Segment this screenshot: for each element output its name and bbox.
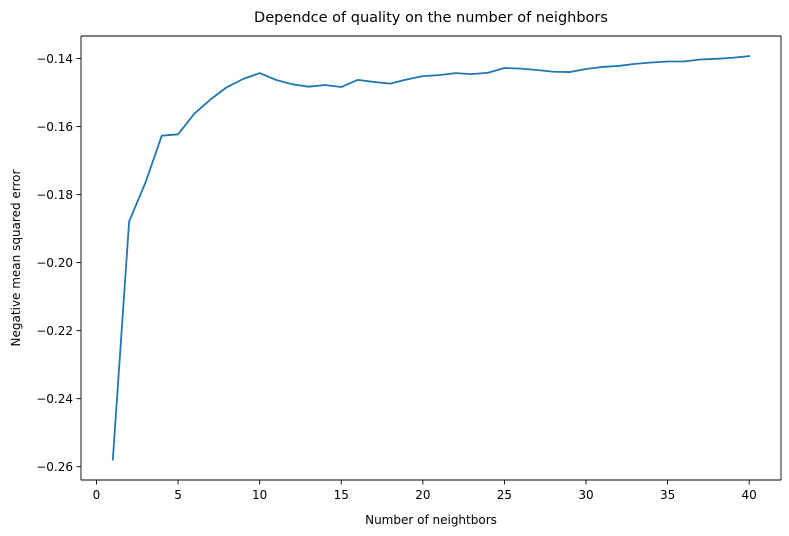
- y-tick-label: −0.18: [36, 188, 73, 202]
- y-tick-label: −0.22: [36, 324, 73, 338]
- y-tick-label: −0.24: [36, 392, 73, 406]
- y-axis-label: Negative mean squared error: [9, 170, 23, 347]
- x-tick-label: 5: [174, 488, 182, 502]
- y-tick-label: −0.14: [36, 52, 73, 66]
- x-tick-label: 0: [93, 488, 101, 502]
- x-tick-label: 30: [578, 488, 593, 502]
- x-tick-label: 10: [252, 488, 267, 502]
- x-tick-label: 35: [660, 488, 675, 502]
- x-axis-ticks: 0 5 10 15 20 25 30 35 40: [93, 480, 757, 502]
- y-tick-label: −0.20: [36, 256, 73, 270]
- series-layer: [111, 55, 751, 461]
- x-tick-label: 20: [415, 488, 430, 502]
- axes-frame: [80, 35, 782, 481]
- y-axis-ticks: −0.26 −0.24 −0.22 −0.20 −0.18 −0.16 −0.14: [36, 52, 81, 474]
- x-tick-label: 25: [497, 488, 512, 502]
- series-line: [111, 55, 751, 461]
- x-tick-label: 15: [334, 488, 349, 502]
- x-axis-label: Number of neightbors: [365, 513, 497, 527]
- y-tick-label: −0.26: [36, 460, 73, 474]
- y-tick-label: −0.16: [36, 120, 73, 134]
- x-tick-label: 40: [742, 488, 757, 502]
- chart-title: Dependce of quality on the number of nei…: [254, 10, 608, 26]
